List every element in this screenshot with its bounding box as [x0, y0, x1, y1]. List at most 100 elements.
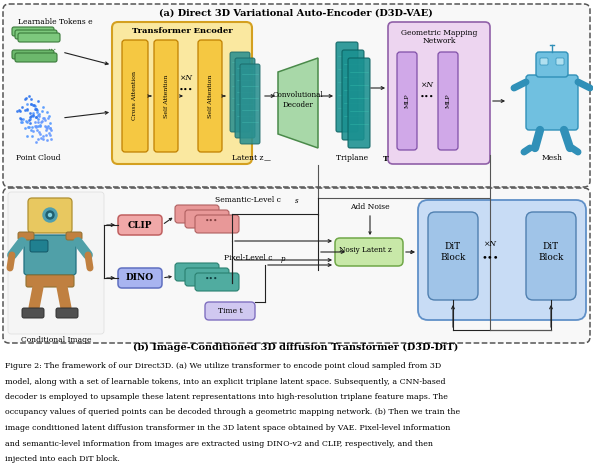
Point [22, 106, 31, 113]
Text: MLP: MLP [404, 94, 410, 109]
Point [22, 118, 31, 126]
Point [31, 123, 40, 131]
Point [28, 128, 37, 135]
Text: model, along with a set of learnable tokens, into an explicit triplane latent sp: model, along with a set of learnable tok… [5, 377, 445, 386]
Text: ×N: ×N [180, 74, 193, 82]
FancyBboxPatch shape [3, 188, 590, 343]
Point [26, 126, 36, 134]
Point [39, 115, 48, 122]
Point [31, 138, 41, 146]
Text: Self Attention: Self Attention [164, 74, 168, 118]
FancyBboxPatch shape [118, 268, 162, 288]
Point [28, 109, 38, 117]
Text: and semantic-level information from images are extracted using DINO-v2 and CLIP,: and semantic-level information from imag… [5, 439, 433, 447]
Point [35, 121, 44, 129]
FancyBboxPatch shape [205, 302, 255, 320]
Point [30, 105, 39, 113]
Text: —: — [264, 157, 271, 163]
FancyBboxPatch shape [15, 30, 57, 39]
Text: p: p [281, 255, 285, 263]
Point [42, 109, 51, 116]
Text: •••: ••• [420, 93, 434, 101]
Text: Learnable Tokens e: Learnable Tokens e [18, 18, 93, 26]
Point [33, 127, 42, 134]
Point [24, 123, 33, 131]
Text: •••: ••• [178, 86, 193, 94]
Text: •••: ••• [205, 275, 219, 283]
FancyBboxPatch shape [397, 52, 417, 150]
Polygon shape [278, 58, 318, 148]
FancyBboxPatch shape [56, 308, 78, 318]
Text: T: T [383, 155, 389, 163]
Text: Transformer Encoder: Transformer Encoder [132, 27, 232, 35]
FancyBboxPatch shape [556, 58, 564, 65]
FancyBboxPatch shape [3, 4, 590, 187]
Point [33, 135, 42, 142]
FancyBboxPatch shape [540, 58, 548, 65]
Text: Add Noise: Add Noise [350, 203, 390, 211]
Point [38, 104, 47, 111]
FancyBboxPatch shape [348, 58, 370, 148]
Point [46, 131, 55, 139]
Point [28, 101, 37, 109]
Point [39, 135, 48, 143]
FancyBboxPatch shape [388, 22, 490, 164]
Point [30, 102, 40, 110]
FancyBboxPatch shape [185, 210, 229, 228]
Point [16, 114, 25, 121]
FancyBboxPatch shape [112, 22, 252, 164]
Point [27, 123, 37, 131]
Text: s: s [295, 197, 299, 205]
Point [27, 132, 36, 140]
Text: ×N: ×N [483, 240, 496, 248]
Point [35, 130, 44, 138]
FancyBboxPatch shape [195, 215, 239, 233]
Point [33, 119, 43, 126]
Text: DiT
Block: DiT Block [538, 242, 564, 262]
FancyBboxPatch shape [235, 58, 255, 138]
FancyBboxPatch shape [18, 33, 60, 42]
Point [42, 124, 52, 132]
Text: DiT
Block: DiT Block [441, 242, 466, 262]
Point [34, 116, 43, 123]
Text: •••: ••• [481, 254, 499, 262]
Point [12, 107, 22, 115]
Text: t: t [410, 249, 413, 255]
Point [25, 119, 34, 127]
Point [24, 123, 33, 131]
Text: Convolutional
Decoder: Convolutional Decoder [273, 91, 323, 109]
FancyBboxPatch shape [66, 232, 82, 240]
Text: Point Cloud: Point Cloud [16, 154, 60, 162]
Text: (b) Image-Conditioned 3D diffusion Transformer (D3D-DiT): (b) Image-Conditioned 3D diffusion Trans… [133, 342, 458, 352]
Point [42, 131, 51, 139]
Text: Triplane: Triplane [336, 154, 370, 162]
Text: CLIP: CLIP [127, 220, 152, 229]
Point [31, 122, 41, 129]
Point [31, 113, 41, 121]
Text: Semantic-Level c: Semantic-Level c [215, 196, 281, 204]
Point [43, 122, 53, 130]
Point [33, 111, 43, 119]
Point [20, 124, 30, 132]
Text: occupancy values of queried points can be decoded through a geometric mapping ne: occupancy values of queried points can b… [5, 408, 460, 416]
Point [16, 118, 25, 126]
FancyBboxPatch shape [12, 27, 54, 36]
Point [21, 95, 30, 102]
Point [24, 116, 33, 124]
Point [35, 112, 44, 120]
FancyBboxPatch shape [28, 198, 72, 233]
Text: Figure 2: The framework of our Direct3D. (a) We utilize transformer to encode po: Figure 2: The framework of our Direct3D.… [5, 362, 441, 370]
Point [45, 119, 55, 127]
FancyBboxPatch shape [122, 40, 148, 152]
Point [30, 122, 40, 129]
Point [42, 137, 52, 144]
Point [18, 103, 27, 111]
Text: ...: ... [47, 42, 57, 51]
FancyBboxPatch shape [24, 235, 76, 275]
FancyBboxPatch shape [418, 200, 586, 320]
Point [33, 108, 42, 116]
FancyBboxPatch shape [342, 50, 364, 140]
FancyBboxPatch shape [175, 263, 219, 281]
Point [31, 105, 41, 113]
FancyBboxPatch shape [526, 75, 578, 130]
